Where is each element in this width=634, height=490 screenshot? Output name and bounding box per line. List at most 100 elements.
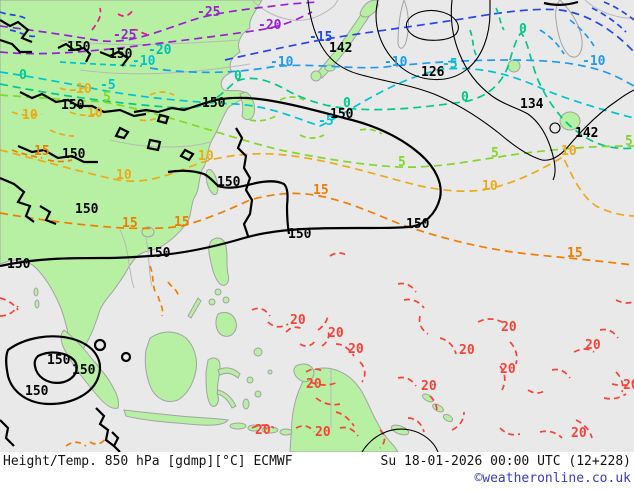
temp-contour-label: 20 [328,326,344,341]
contour-150-sumatra-inner [33,351,78,384]
height-contour-label: 150 [147,246,171,261]
land-moluccas [242,398,250,410]
height-contour-label: 150 [202,96,226,111]
temp-contour-label: -5 [100,78,116,93]
terrain-himalaya-north [19,91,147,118]
temp-contour-label: 5 [103,90,111,105]
temp-contour-label: 10 [198,149,214,164]
contour-150-cell [93,338,107,352]
temp-contour-label: 5 [625,134,633,149]
coast-okhotsk [251,0,339,21]
land-mindanao [215,311,237,337]
chart-datetime: Su 18-01-2026 00:00 UTC (12+228) [380,454,631,469]
land-visayas [222,296,230,304]
map-area: 126 134 142 142 150 150 150 150 150 150 150 150 150 1… [0,0,634,452]
temp-contour-label: 0 [519,22,527,37]
temp-contour-label: 20 [585,338,601,353]
temp-contour-label: -5 [318,114,334,129]
temp-contour-label: -25 [197,5,220,20]
land-solomons [432,403,444,413]
height-contour-label: 126 [421,65,445,80]
terrain-blob [114,126,130,140]
isotherms [0,1,634,449]
chart-title: Height/Temp. 850 hPa [gdmp][°C] ECMWF [3,454,293,469]
temp-contour-label: -15 [309,30,332,45]
temp-contour-labels: -25 -25 -20 -20 -15 -10 -10 -10 -10 -5 -5 -5 0 0 0 0 0 5 5… [19,5,634,441]
land-solomons [442,413,454,423]
temp-contour-label: 20 [315,425,331,440]
height-contour-label: 142 [575,126,598,141]
temp-contour-label: 0 [461,90,469,105]
height-contour-label: 134 [520,97,544,112]
land-borneo [144,331,197,403]
height-contour-label: 150 [67,40,91,55]
temp-contour-label: 15 [313,183,329,198]
temp-contour-label: 20 [348,342,364,357]
temp-contour-label: 20 [500,362,516,377]
terrain-corner [0,38,32,54]
height-contour-label: 142 [329,41,352,56]
land-doberai [293,363,315,383]
terrain-corner [0,19,33,44]
temp-contour-label: 20 [306,377,322,392]
temp-contour-label: 10 [482,179,498,194]
copyright-credit: ©weatheronline.co.uk [474,471,631,486]
isotherm-20-fragments [0,252,634,449]
land-sulawesi-arm [216,389,237,409]
temp-contour-label: 0 [343,96,351,111]
land-java [123,409,229,426]
contour-150-branch [167,169,291,235]
terrain-squiggle [0,419,15,447]
land-sunda [261,426,279,434]
land-andaman [34,299,40,309]
land-hainan [141,226,155,238]
temp-contour-label: 0 [234,69,242,84]
land-sulawesi [205,357,221,407]
terrain-squiggle [99,50,130,67]
coast-bering [584,0,634,19]
land-kyushu [310,70,322,82]
height-contour-label: 150 [330,107,354,122]
contour-cell [549,122,561,134]
contour-142 [307,0,634,161]
contour-150-main [0,96,442,268]
temp-contour-label: 15 [34,144,50,159]
landmasses [0,0,634,452]
temp-contour-label: 5 [491,146,499,161]
height-contour-label: 150 [217,175,241,190]
land-taiwan [205,168,219,196]
temp-contour-label: -20 [148,43,172,58]
contour-inner-oval [405,9,459,41]
terrain-india [0,176,35,223]
land-sulawesi-arm [217,367,241,379]
land-moluccas [246,376,254,384]
land-sunda [229,422,247,430]
terrain-india2 [39,205,57,226]
temp-contour-label: 10 [561,144,577,159]
temp-contour-label: 10 [76,82,92,97]
temp-contour-label: 20 [421,379,437,394]
height-contour-label: 150 [288,227,312,242]
land-islet [507,59,521,73]
terrain-squiggle [111,431,121,452]
terrain-squiggle [95,407,115,447]
contour-150-cell [120,351,132,363]
contour-150-topright [543,0,579,6]
land-andaman [33,287,39,297]
temp-contour-label: 20 [623,378,634,393]
land-halmahera [253,347,263,357]
temp-contour-label: 15 [174,215,190,230]
contour-150-south-arc [361,428,439,452]
temp-contour-label: 0 [19,68,27,83]
temp-contour-label: -10 [132,54,156,69]
temp-contour-label: -10 [582,54,606,69]
contour-134 [450,0,556,181]
temp-contour-label: -10 [384,55,408,70]
land-new-britain [390,424,410,436]
terrain-himalaya-south [17,144,98,164]
temp-contour-label: 20 [290,313,306,328]
contour-150-sumatra-outer [5,335,102,406]
temp-contour-label: 20 [459,343,475,358]
temp-contour-label: 15 [122,216,138,231]
